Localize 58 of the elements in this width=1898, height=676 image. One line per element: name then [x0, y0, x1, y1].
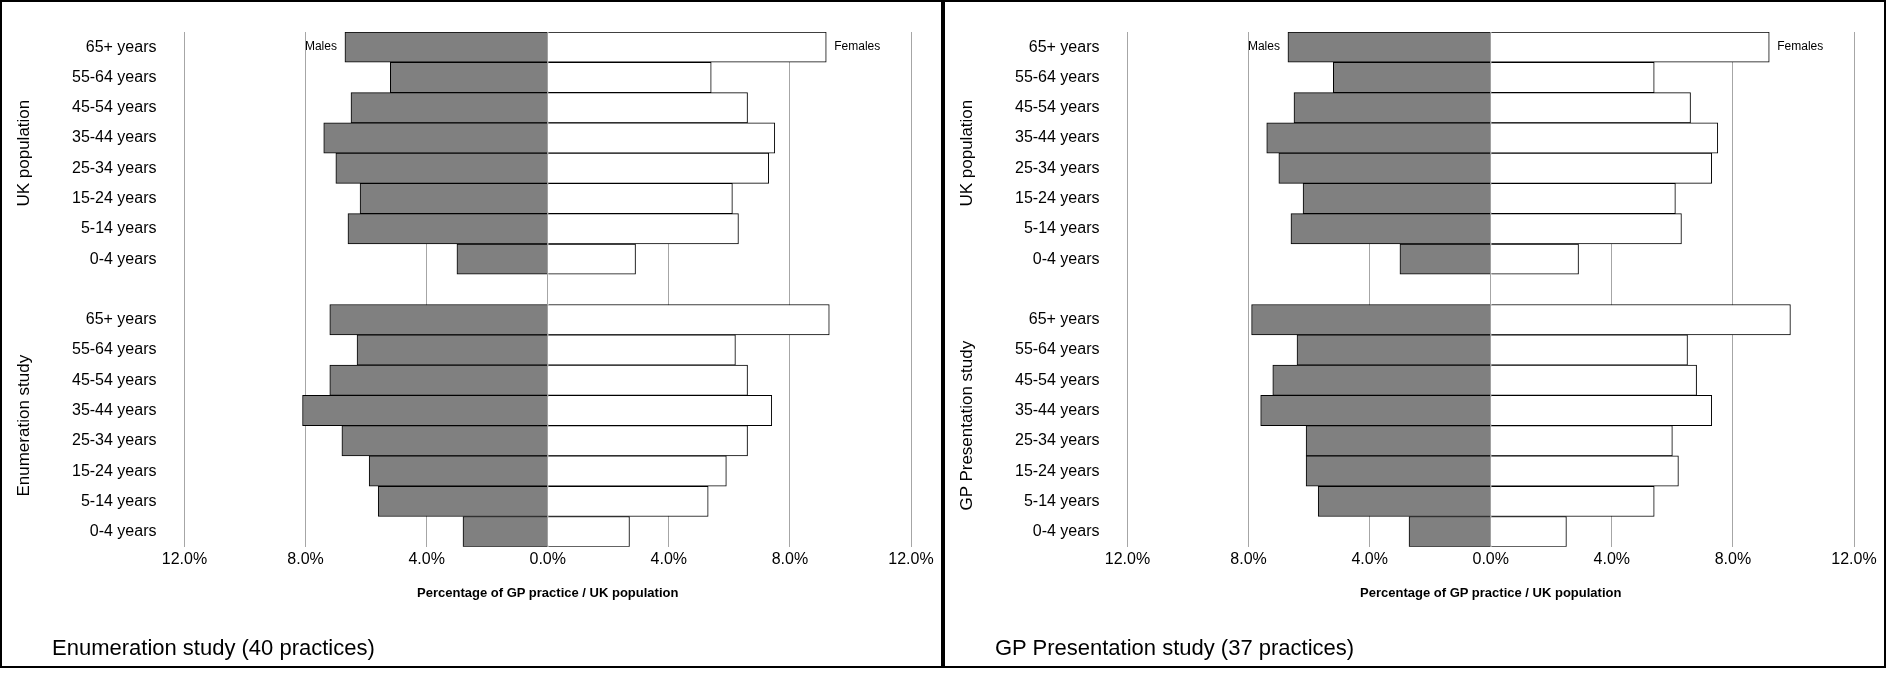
y-tick-label: 15-24 years [1014, 461, 1100, 479]
text: Enumeration study [13, 354, 33, 497]
y-tick-label: 0-4 years [1032, 249, 1100, 267]
y-tick-label: 25-34 years [71, 431, 157, 449]
x-tick-label: 0.0% [1472, 549, 1509, 567]
y-tick-label: 65+ years [85, 37, 157, 55]
y-tick-label: 0-4 years [1032, 522, 1100, 540]
y-tick-label: 5-14 years [1023, 219, 1100, 237]
text: GP Presentation study [956, 340, 976, 511]
y-tick-label: 5-14 years [1023, 491, 1100, 509]
y-tick-label: 65+ years [1028, 37, 1100, 55]
y-tick-label: 25-34 years [1014, 431, 1100, 449]
y-tick-label: 55-64 years [1014, 340, 1100, 358]
x-tick-label: 4.0% [650, 549, 688, 567]
y-tick-label: 45-54 years [1014, 370, 1100, 388]
x-tick-label: 8.0% [1230, 549, 1267, 567]
text: Enumeration study (40 practices) [52, 634, 375, 660]
x-tick-label: 12.0% [888, 549, 934, 567]
text: UK population [13, 99, 33, 207]
x-axis-title: Percentage of GP practice / UK population [1360, 585, 1622, 601]
y-tick-label: 35-44 years [1014, 400, 1100, 418]
x-tick-label: 8.0% [771, 549, 809, 567]
y-tick-label: 55-64 years [71, 340, 157, 358]
series-label: Males [1247, 39, 1280, 54]
y-tick-label: 15-24 years [1014, 188, 1100, 206]
x-tick-label: 12.0% [161, 549, 208, 567]
x-tick-label: 12.0% [1831, 549, 1877, 567]
x-tick-label: 4.0% [408, 549, 445, 567]
y-tick-label: 5-14 years [80, 491, 157, 509]
y-tick-label: 45-54 years [1014, 98, 1100, 116]
x-tick-label: 4.0% [1593, 549, 1631, 567]
y-tick-label: 15-24 years [71, 461, 157, 479]
series-label: Females [1777, 39, 1824, 54]
x-axis-title: Percentage of GP practice / UK population [417, 585, 679, 601]
x-tick-label: 4.0% [1351, 549, 1388, 567]
series-label: Females [834, 39, 881, 54]
y-tick-label: 55-64 years [1014, 67, 1100, 85]
text: GP Presentation study (37 practices) [995, 634, 1355, 660]
y-tick-label: 0-4 years [89, 522, 157, 540]
y-tick-label: 25-34 years [1014, 158, 1100, 176]
y-tick-label: 65+ years [85, 310, 157, 328]
x-tick-label: 12.0% [1104, 549, 1151, 567]
y-tick-label: 55-64 years [71, 67, 157, 85]
y-tick-label: 15-24 years [71, 188, 157, 206]
y-tick-label: 45-54 years [71, 370, 157, 388]
y-tick-label: 35-44 years [71, 128, 157, 146]
y-tick-label: 65+ years [1028, 310, 1100, 328]
y-tick-label: 35-44 years [71, 400, 157, 418]
x-tick-label: 8.0% [287, 549, 324, 567]
y-tick-label: 45-54 years [71, 98, 157, 116]
series-label: Males [304, 39, 337, 54]
text: UK population [956, 99, 976, 207]
y-tick-label: 25-34 years [71, 158, 157, 176]
x-tick-label: 0.0% [529, 549, 566, 567]
y-tick-label: 35-44 years [1014, 128, 1100, 146]
y-tick-label: 5-14 years [80, 219, 157, 237]
y-tick-label: 0-4 years [89, 249, 157, 267]
x-tick-label: 8.0% [1714, 549, 1752, 567]
